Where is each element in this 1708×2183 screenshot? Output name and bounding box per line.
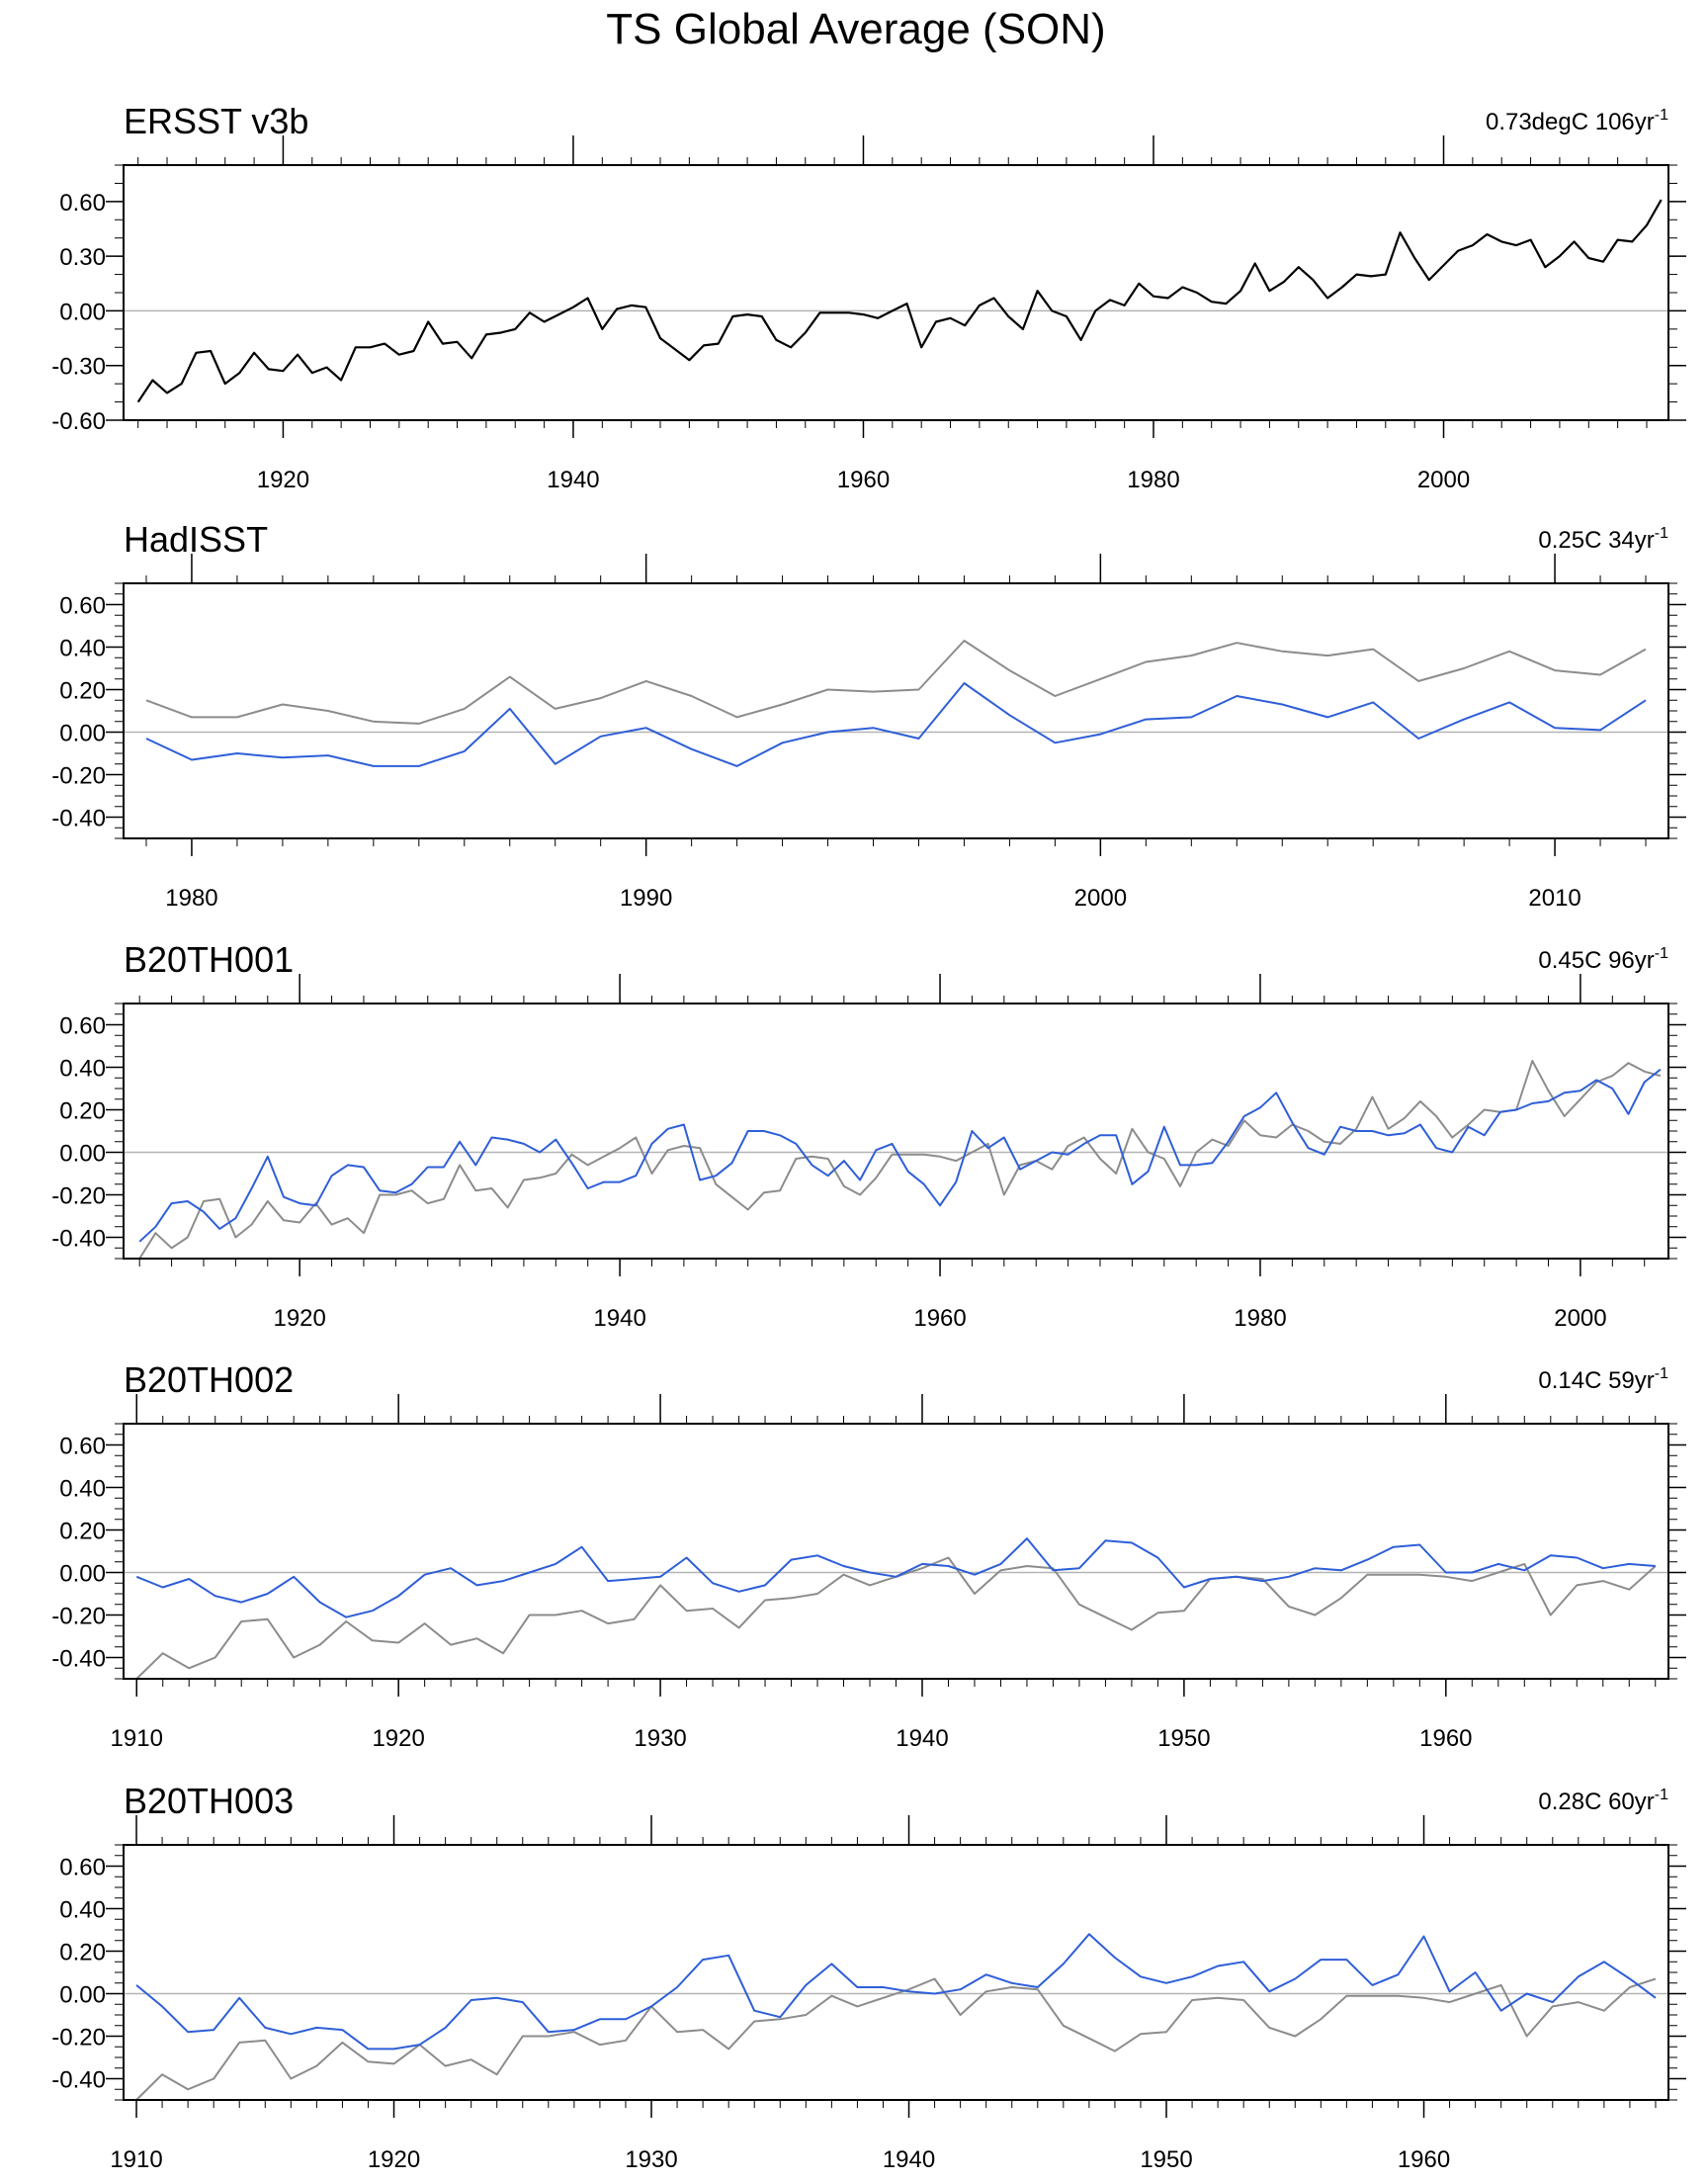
series-line-hadisst bbox=[145, 682, 1647, 767]
y-tick-label: -0.20 bbox=[51, 1604, 106, 1630]
series-line-b20th001 bbox=[138, 1068, 1662, 1243]
x-tick-label: 1940 bbox=[547, 467, 599, 493]
y-tick-label: -0.20 bbox=[51, 1183, 106, 1210]
trend-label: 0.25C 34yr-1 bbox=[1538, 525, 1668, 554]
x-tick-label: 1950 bbox=[1140, 2146, 1192, 2173]
y-tick-label: 0.40 bbox=[59, 1476, 106, 1503]
panel-title: ERSST v3b bbox=[124, 101, 308, 141]
y-tick-label: 0.60 bbox=[59, 1434, 106, 1460]
y-tick-label: -0.40 bbox=[51, 806, 106, 832]
trend-value: 0.73degC 106yr bbox=[1486, 109, 1655, 135]
y-tick-label: -0.20 bbox=[51, 2025, 106, 2052]
panel-b20th002: B20TH002 0.14C 59yr-1 -0.40 -0.20 0.00 0.20 0.… bbox=[51, 1359, 1686, 1752]
x-tick-label: 1920 bbox=[257, 467, 309, 493]
y-tick-label: 0.00 bbox=[59, 299, 106, 325]
x-tick-label: 2010 bbox=[1528, 885, 1580, 912]
x-tick-label: 1960 bbox=[1398, 2146, 1450, 2173]
trend-exponent: -1 bbox=[1655, 1787, 1668, 1803]
trend-value: 0.28C 60yr bbox=[1538, 1789, 1654, 1815]
y-tick-label: -0.40 bbox=[51, 1226, 106, 1253]
trend-exponent: -1 bbox=[1655, 1365, 1668, 1382]
plot-frame bbox=[123, 1423, 1669, 1680]
y-tick-label: -0.40 bbox=[51, 2067, 106, 2094]
x-tick-label: 1950 bbox=[1157, 1725, 1210, 1752]
x-tick-label: 1920 bbox=[273, 1305, 325, 1332]
panel-title: B20TH002 bbox=[124, 1359, 294, 1400]
series-line-ersst-v3b bbox=[138, 1060, 1662, 1260]
panel-title: B20TH001 bbox=[124, 939, 294, 980]
series-line-ersst-v3b bbox=[136, 199, 1663, 403]
y-tick-label: 0.40 bbox=[59, 1897, 106, 1924]
x-tick-label: 1930 bbox=[634, 1725, 686, 1752]
panel-ersst: ERSST v3b 0.73degC 106yr-1 -0.60 -0.30 0.00 0… bbox=[51, 101, 1686, 493]
panel-title: B20TH003 bbox=[124, 1781, 294, 1821]
y-tick-label: 0.60 bbox=[59, 190, 106, 217]
panel-b20th001: B20TH001 0.45C 96yr-1 -0.40 -0.20 0.00 0.20 0.… bbox=[51, 939, 1686, 1332]
panel-b20th003: B20TH003 0.28C 60yr-1 -0.40 -0.20 0.00 0.20 0.… bbox=[51, 1781, 1686, 2173]
trend-exponent: -1 bbox=[1655, 525, 1668, 542]
trend-value: 0.25C 34yr bbox=[1538, 527, 1654, 554]
x-tick-label: 1920 bbox=[368, 2146, 420, 2173]
plot-frame bbox=[123, 1003, 1669, 1260]
x-tick-label: 1960 bbox=[1419, 1725, 1472, 1752]
y-tick-label: 0.20 bbox=[59, 1098, 106, 1125]
x-tick-label: 1940 bbox=[896, 1725, 948, 1752]
x-tick-label: 2000 bbox=[1074, 885, 1127, 912]
x-tick-label: 1980 bbox=[165, 885, 217, 912]
x-tick-label: 1940 bbox=[593, 1305, 645, 1332]
series-line-ersst-v3b bbox=[145, 640, 1647, 725]
x-tick-label: 2000 bbox=[1417, 467, 1470, 493]
y-tick-label: -0.40 bbox=[51, 1646, 106, 1673]
trend-value: 0.14C 59yr bbox=[1538, 1367, 1654, 1394]
y-tick-label: -0.60 bbox=[51, 408, 106, 435]
plot-frame bbox=[123, 164, 1669, 421]
x-tick-label: 1990 bbox=[620, 885, 672, 912]
trend-exponent: -1 bbox=[1655, 945, 1668, 962]
plot-frame bbox=[123, 1844, 1669, 2101]
figure-title: TS Global Average (SON) bbox=[606, 5, 1105, 53]
x-tick-label: 1980 bbox=[1234, 1305, 1286, 1332]
y-tick-label: 0.60 bbox=[59, 1013, 106, 1040]
x-tick-label: 1910 bbox=[110, 2146, 162, 2173]
y-tick-label: 0.40 bbox=[59, 636, 106, 662]
x-tick-label: 1960 bbox=[837, 467, 890, 493]
panel-title: HadISST bbox=[124, 519, 268, 560]
x-tick-label: 2000 bbox=[1554, 1305, 1606, 1332]
y-tick-label: -0.30 bbox=[51, 354, 106, 381]
trend-exponent: -1 bbox=[1655, 107, 1668, 124]
panel-hadisst: HadISST 0.25C 34yr-1 -0.40 -0.20 0.00 0.20 0.4… bbox=[51, 519, 1686, 912]
y-tick-label: -0.20 bbox=[51, 763, 106, 790]
series-line-b20th003 bbox=[135, 1933, 1657, 2051]
y-tick-label: 0.40 bbox=[59, 1056, 106, 1083]
y-tick-label: 0.20 bbox=[59, 1940, 106, 1966]
x-tick-label: 1980 bbox=[1127, 467, 1179, 493]
trend-label: 0.28C 60yr-1 bbox=[1538, 1787, 1668, 1815]
y-tick-label: 0.30 bbox=[59, 244, 106, 271]
x-tick-label: 1910 bbox=[111, 1725, 163, 1752]
trend-label: 0.14C 59yr-1 bbox=[1538, 1365, 1668, 1394]
trend-value: 0.45C 96yr bbox=[1538, 947, 1654, 974]
x-tick-label: 1930 bbox=[625, 2146, 677, 2173]
x-tick-label: 1920 bbox=[372, 1725, 424, 1752]
y-tick-label: 0.00 bbox=[59, 721, 106, 747]
series-line-ersst-v3b bbox=[135, 1977, 1657, 2101]
y-tick-label: 0.20 bbox=[59, 678, 106, 705]
panels: ERSST v3b 0.73degC 106yr-1-0.60-0.300.000… bbox=[51, 101, 1686, 2173]
x-tick-label: 1940 bbox=[883, 2146, 935, 2173]
y-tick-label: 0.60 bbox=[59, 593, 106, 620]
y-tick-label: 0.60 bbox=[59, 1855, 106, 1881]
x-tick-label: 1960 bbox=[913, 1305, 966, 1332]
trend-label: 0.73degC 106yr-1 bbox=[1486, 107, 1668, 135]
plot-frame bbox=[123, 582, 1669, 839]
trend-label: 0.45C 96yr-1 bbox=[1538, 945, 1668, 974]
y-tick-label: 0.00 bbox=[59, 1561, 106, 1588]
series-line-b20th002 bbox=[135, 1537, 1656, 1618]
y-tick-label: 0.20 bbox=[59, 1519, 106, 1545]
y-tick-label: 0.00 bbox=[59, 1982, 106, 2009]
y-tick-label: 0.00 bbox=[59, 1141, 106, 1168]
